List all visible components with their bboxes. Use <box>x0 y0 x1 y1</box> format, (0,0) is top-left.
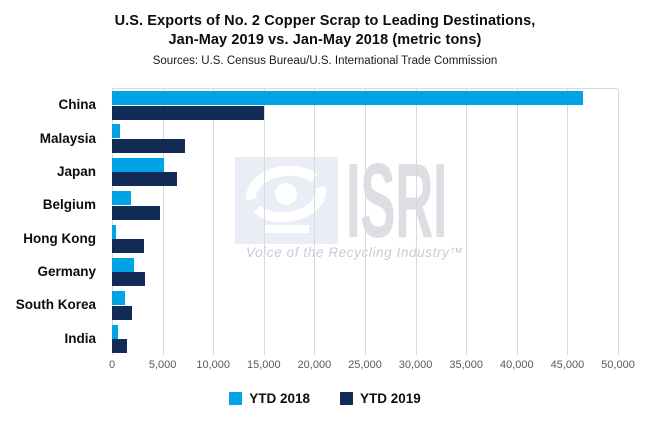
category-label-hong-kong: Hong Kong <box>23 230 96 246</box>
x-axis-tick-label: 20,000 <box>297 359 332 371</box>
watermark-isri-text: ISRI <box>346 142 448 260</box>
bar-ytd-2018-belgium <box>112 191 132 206</box>
x-axis-tick-label: 35,000 <box>449 359 484 371</box>
bar-ytd-2018-hong-kong <box>112 224 117 239</box>
gridline-5000 <box>162 89 164 355</box>
category-label-japan: Japan <box>56 163 96 179</box>
chart-sources: Sources: U.S. Census Bureau/U.S. Interna… <box>152 55 498 67</box>
plot-area: ISRI Voice of the Recycling Industry™ <box>112 88 619 355</box>
isri-eye-logo-icon <box>235 157 338 244</box>
gridline-35000 <box>466 89 468 355</box>
bar-ytd-2018-india <box>112 324 118 339</box>
x-axis-tick-label: 15,000 <box>246 359 281 371</box>
x-axis-tick-label: 45,000 <box>550 359 585 371</box>
gridline-40000 <box>516 89 518 355</box>
legend-swatch-ytd-2018 <box>229 392 243 405</box>
legend-label-ytd-2019: YTD 2019 <box>360 391 421 406</box>
bar-ytd-2019-belgium <box>112 205 160 220</box>
x-axis-tick-label: 50,000 <box>601 359 635 371</box>
bar-ytd-2018-japan <box>112 157 164 172</box>
watermark-tagline: Voice of the Recycling Industry™ <box>246 245 464 260</box>
x-axis-tick-label: 0 <box>108 359 116 371</box>
gridline-50000 <box>618 89 619 355</box>
gridline-15000 <box>263 89 265 355</box>
bar-ytd-2018-china <box>112 91 583 105</box>
category-label-malaysia: Malaysia <box>39 130 96 146</box>
category-label-germany: Germany <box>37 264 96 280</box>
x-axis-tick-label: 30,000 <box>398 359 433 371</box>
x-axis: 0 5,000 10,000 15,000 20,000 25,000 30,000 35,0… <box>108 359 635 375</box>
bar-ytd-2019-south-korea <box>112 305 133 320</box>
category-label-china: China <box>58 97 96 113</box>
x-axis-tick-label: 10,000 <box>196 359 231 371</box>
gridline-10000 <box>213 89 215 355</box>
bar-ytd-2019-japan <box>112 172 177 187</box>
bar-ytd-2019-germany <box>112 272 146 287</box>
gridline-0 <box>112 89 113 355</box>
x-axis-tick-label: 5,000 <box>148 359 177 371</box>
bar-ytd-2018-south-korea <box>112 291 126 306</box>
gridline-25000 <box>365 89 366 355</box>
legend-item-ytd-2019: YTD 2019 <box>340 391 421 406</box>
x-axis-tick-label: 25,000 <box>348 359 382 371</box>
gridline-30000 <box>415 89 417 355</box>
bar-ytd-2019-hong-kong <box>112 239 145 253</box>
x-axis-tick-label: 40,000 <box>499 359 534 371</box>
bar-ytd-2019-china <box>112 105 264 120</box>
chart-title-line2: Jan-May 2019 vs. Jan-May 2018 (metric to… <box>168 32 482 48</box>
bar-ytd-2019-india <box>112 339 128 354</box>
legend-swatch-ytd-2019 <box>340 392 353 405</box>
gridline-45000 <box>567 89 569 355</box>
bar-ytd-2018-germany <box>112 257 135 272</box>
bar-ytd-2018-malaysia <box>112 124 121 139</box>
category-label-india: India <box>64 330 96 346</box>
legend: YTD 2018 YTD 2019 <box>0 391 650 406</box>
y-axis-category-labels: China Malaysia Japan Belgium Hong Kong German… <box>0 88 104 355</box>
gridline-20000 <box>314 89 316 355</box>
chart-title-line1: U.S. Exports of No. 2 Copper Scrap to Le… <box>114 13 536 29</box>
legend-label-ytd-2018: YTD 2018 <box>249 391 310 406</box>
legend-item-ytd-2018: YTD 2018 <box>229 391 310 406</box>
category-label-south-korea: South Korea <box>15 297 96 313</box>
category-label-belgium: Belgium <box>42 197 96 213</box>
bar-ytd-2019-malaysia <box>112 138 185 153</box>
